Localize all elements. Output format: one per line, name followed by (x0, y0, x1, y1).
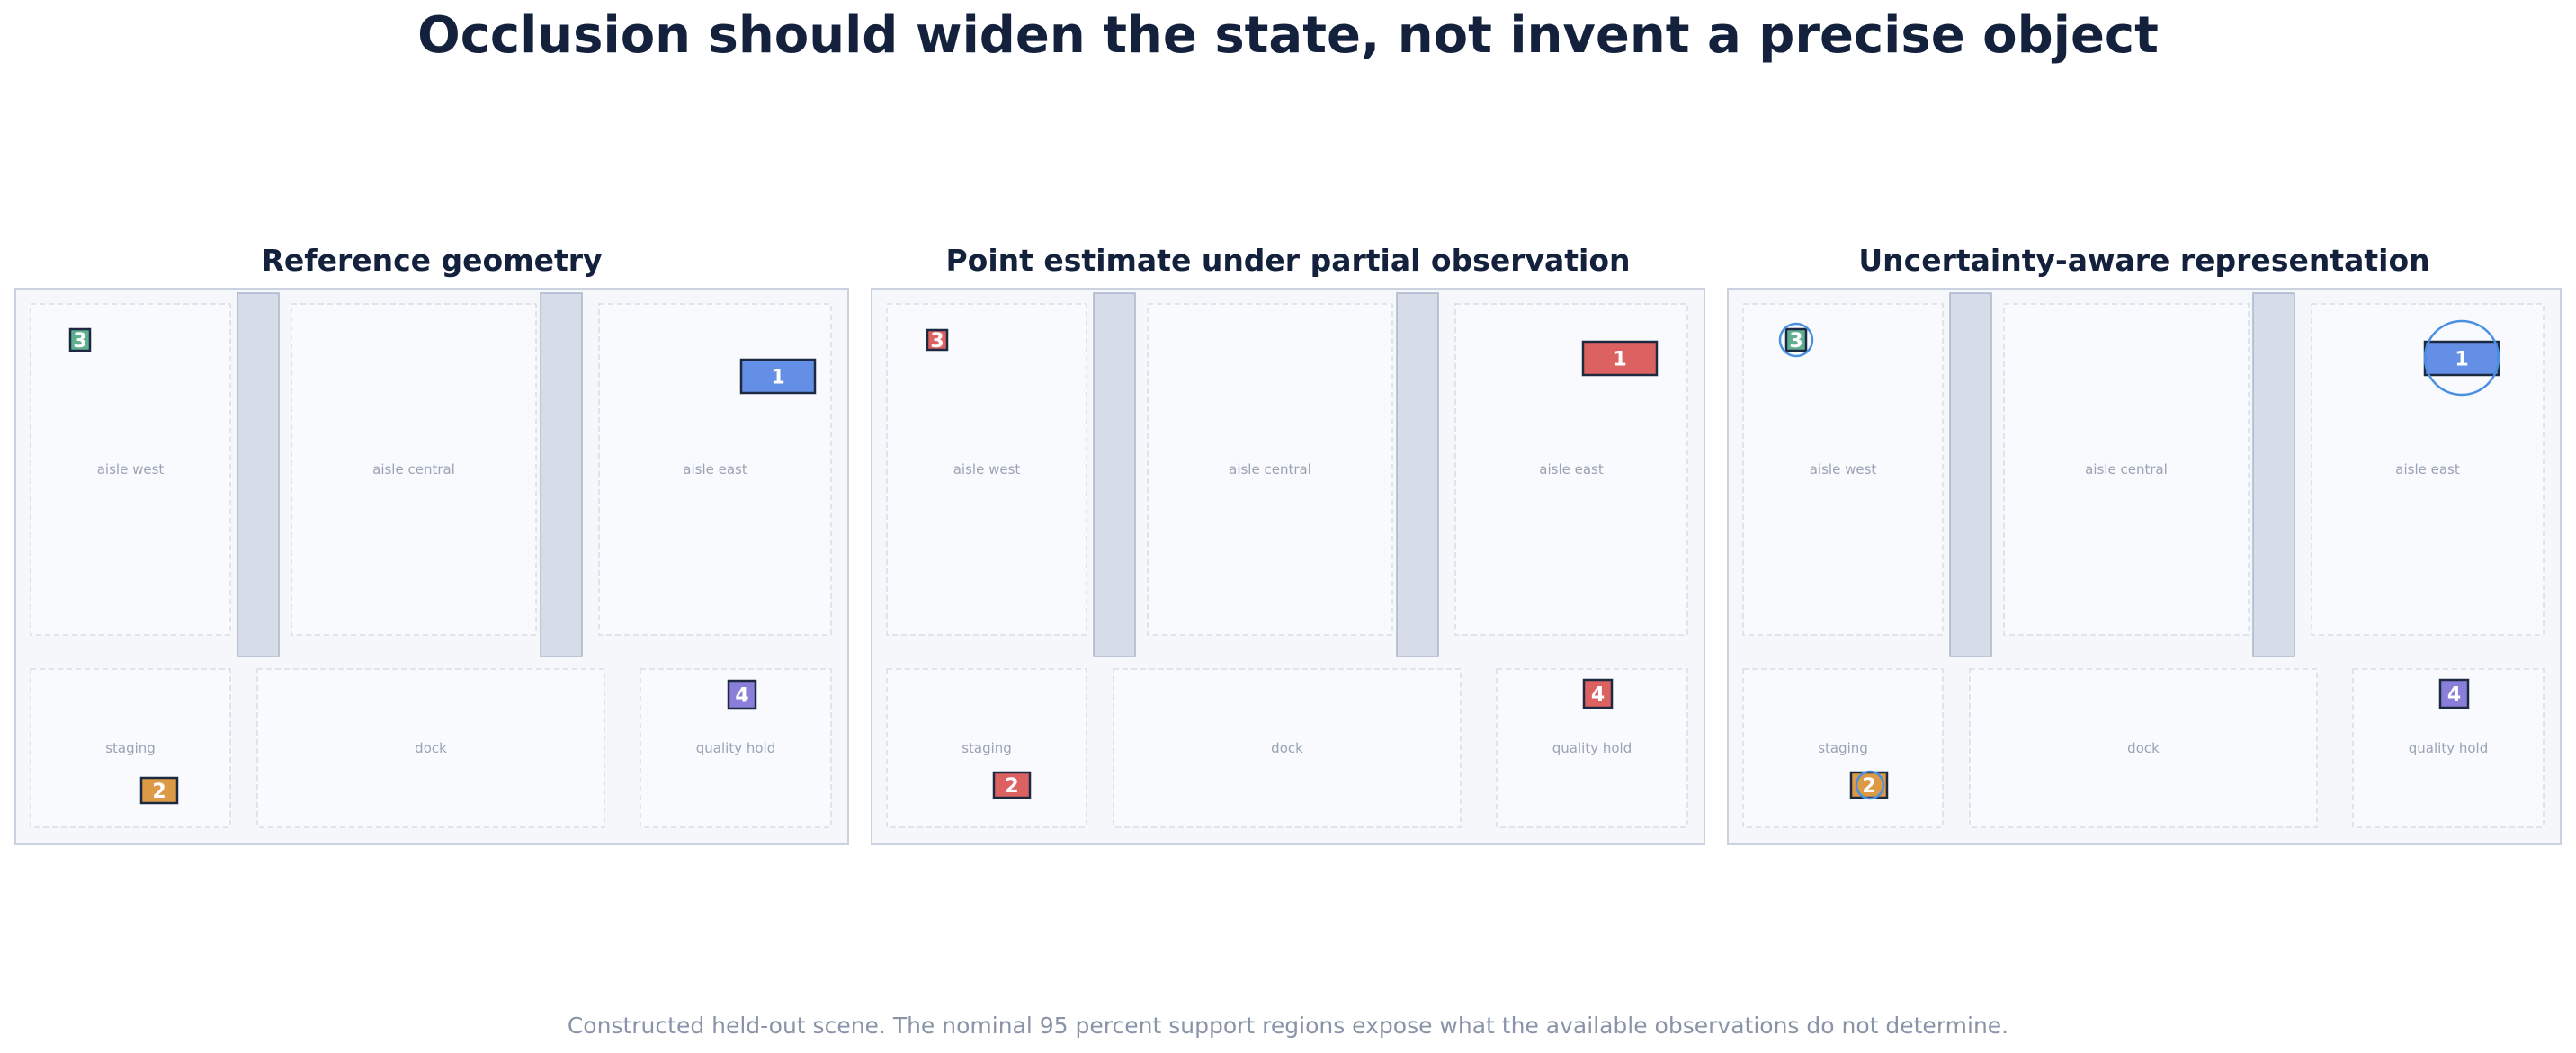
zone-aisle-west (1742, 303, 1944, 636)
object-id-label: 4 (2447, 684, 2461, 707)
object-box (739, 358, 817, 395)
zone-label: aisle east (2395, 461, 2460, 477)
support-region-ring (2423, 319, 2500, 397)
object-box (1784, 327, 1808, 352)
zone-aisle-central (2003, 303, 2250, 636)
zone-aisle-central (291, 303, 537, 636)
panel-title: Uncertainty-aware representation (1858, 243, 2430, 278)
zone-label: aisle east (683, 461, 747, 477)
zone-label: dock (2127, 740, 2160, 756)
object-3: 3 (1778, 322, 1814, 358)
object-box (727, 679, 757, 710)
zone-label: aisle central (2085, 461, 2168, 477)
zone-label: aisle central (372, 461, 455, 477)
zone-label: aisle west (1810, 461, 1877, 477)
object-id-label: 2 (1862, 775, 1875, 798)
object-box (2438, 678, 2470, 709)
zone-dock (256, 668, 605, 828)
object-id-label: 3 (73, 330, 86, 352)
object-id-label: 4 (1591, 684, 1605, 707)
object-1: 1 (1581, 340, 1659, 377)
shelf-occluder (1396, 292, 1439, 657)
shelf-occluder (1093, 292, 1136, 657)
object-3: 3 (926, 328, 949, 352)
zone-label: quality hold (1552, 740, 1632, 756)
shelf-occluder (1949, 292, 1992, 657)
object-box (1582, 678, 1614, 709)
zone-staging (1742, 668, 1944, 828)
panel-title: Point estimate under partial observation (945, 243, 1631, 278)
object-box (1581, 340, 1659, 377)
figure-caption: Constructed held-out scene. The nominal … (567, 1013, 2009, 1039)
zone-aisle-central (1147, 303, 1393, 636)
object-id-label: 1 (771, 367, 784, 389)
support-region-ring (1778, 322, 1814, 358)
object-id-label: 3 (930, 330, 944, 352)
zone-label: staging (1818, 740, 1868, 756)
object-box (68, 327, 92, 352)
floorplan-panel: aisle west aisle central aisle east staging… (1727, 288, 2562, 845)
zone-staging (886, 668, 1087, 828)
zone-label: aisle east (1539, 461, 1604, 477)
panel-title: Reference geometry (261, 243, 603, 278)
figure-title: Occlusion should widen the state, not in… (417, 6, 2159, 65)
support-region-ring (1855, 770, 1885, 800)
object-id-label: 1 (1613, 349, 1626, 371)
object-id-label: 2 (1005, 775, 1018, 798)
zone-label: aisle central (1229, 461, 1311, 477)
object-3: 3 (68, 327, 92, 352)
object-id-label: 4 (735, 685, 748, 708)
floorplan-panel: aisle west aisle central aisle east staging… (871, 288, 1705, 845)
zone-dock (1113, 668, 1462, 828)
zone-label: staging (105, 740, 156, 756)
shelf-occluder (237, 292, 280, 657)
object-2: 2 (1849, 770, 1889, 800)
object-2: 2 (992, 771, 1032, 799)
object-1: 1 (739, 358, 817, 395)
zone-label: dock (415, 740, 447, 756)
zone-label: staging (962, 740, 1012, 756)
object-id-label: 1 (2455, 349, 2468, 371)
zone-label: dock (1271, 740, 1303, 756)
zone-label: aisle west (97, 461, 165, 477)
zone-label: quality hold (2409, 740, 2488, 756)
object-box (926, 328, 949, 352)
object-4: 4 (727, 679, 757, 710)
object-id-label: 3 (1789, 330, 1802, 352)
object-4: 4 (1582, 678, 1614, 709)
object-4: 4 (2438, 678, 2470, 709)
zone-staging (30, 668, 231, 828)
object-1: 1 (2423, 319, 2500, 397)
zone-label: quality hold (696, 740, 775, 756)
zone-dock (1969, 668, 2318, 828)
object-box (139, 776, 179, 805)
shelf-occluder (540, 292, 583, 657)
floorplan-panel: aisle west aisle central aisle east staging… (14, 288, 849, 845)
object-id-label: 2 (152, 781, 165, 803)
shelf-occluder (2252, 292, 2295, 657)
zone-aisle-west (886, 303, 1087, 636)
zone-label: aisle west (953, 461, 1021, 477)
object-box (992, 771, 1032, 799)
object-2: 2 (139, 776, 179, 805)
zone-aisle-west (30, 303, 231, 636)
